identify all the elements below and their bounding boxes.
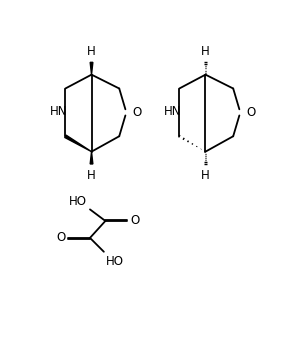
Text: H: H [201, 169, 210, 182]
Text: HN: HN [164, 105, 181, 118]
Text: HO: HO [69, 195, 87, 208]
Text: HO: HO [105, 255, 123, 268]
Text: O: O [130, 214, 139, 228]
Polygon shape [65, 135, 91, 151]
Text: O: O [132, 106, 142, 119]
Polygon shape [90, 62, 93, 75]
Text: H: H [87, 45, 96, 58]
Polygon shape [90, 151, 93, 164]
Text: H: H [201, 45, 210, 58]
Text: O: O [56, 232, 65, 244]
Text: HN: HN [50, 105, 67, 118]
Text: O: O [246, 106, 256, 119]
Text: H: H [87, 169, 96, 182]
